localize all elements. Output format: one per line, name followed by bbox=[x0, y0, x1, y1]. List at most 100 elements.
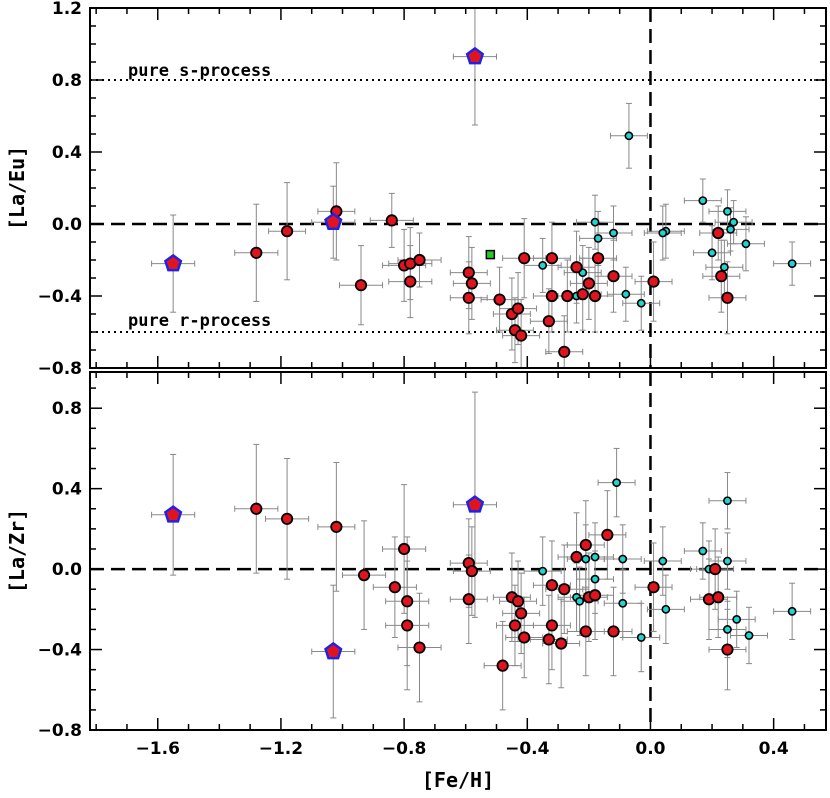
y-axis-label-top: [La/Eu] bbox=[5, 146, 29, 230]
data-point-red bbox=[515, 607, 528, 620]
data-point-cyan bbox=[729, 217, 739, 227]
data-point-red bbox=[496, 659, 509, 672]
data-point-red bbox=[582, 277, 595, 290]
data-point-red bbox=[280, 225, 294, 238]
data-point-cyan bbox=[732, 614, 742, 624]
data-point-red bbox=[570, 261, 583, 274]
data-point-red bbox=[413, 641, 426, 654]
data-point-cyan bbox=[618, 598, 628, 608]
data-point-red bbox=[518, 631, 531, 644]
panel-la-zr: −0.8 −0.4 0.0 0.4 0.8 −1.6 −1.2 −0.8 −0.4 0.0 0.4 bbox=[38, 371, 827, 759]
x-tick-label: −0.8 bbox=[382, 739, 426, 759]
y-tick-label: 0.0 bbox=[52, 215, 82, 235]
data-point-red bbox=[721, 643, 734, 656]
data-point-red bbox=[511, 595, 525, 608]
y-tick-label: −0.8 bbox=[38, 721, 82, 741]
y-axis-label-bottom: [La/Zr] bbox=[5, 509, 29, 593]
data-point-cyan bbox=[698, 196, 708, 205]
data-point-red bbox=[518, 252, 531, 265]
data-point-cyan bbox=[723, 556, 732, 566]
data-point-cyan bbox=[593, 233, 603, 243]
data-point-red bbox=[712, 591, 725, 604]
y-tick-label: 0.4 bbox=[52, 480, 82, 500]
panel-la-eu: −0.8 −0.4 0.0 0.4 0.8 1.2 bbox=[38, 0, 827, 379]
data-point-red bbox=[508, 619, 522, 632]
data-point-cyan bbox=[744, 631, 754, 640]
y-tick-label: 1.2 bbox=[52, 0, 82, 19]
data-point-cyan bbox=[787, 259, 797, 268]
data-point-cyan bbox=[538, 260, 548, 270]
data-point-red bbox=[709, 563, 722, 576]
data-point-cyan bbox=[719, 262, 729, 272]
data-point-red bbox=[357, 569, 371, 582]
data-point-red bbox=[607, 625, 620, 638]
data-point-red bbox=[545, 579, 559, 592]
plot-frame bbox=[89, 371, 827, 731]
data-point-cyan bbox=[575, 596, 585, 606]
data-point-cyan bbox=[636, 298, 646, 308]
data-point-cyan bbox=[741, 239, 751, 249]
data-point-red bbox=[493, 293, 506, 306]
data-point-red bbox=[601, 528, 614, 542]
data-point-red bbox=[647, 275, 660, 288]
plot-frame bbox=[89, 7, 827, 369]
data-point-cyan bbox=[590, 552, 600, 562]
data-point-red bbox=[570, 550, 583, 564]
data-point-red bbox=[462, 291, 475, 304]
data-point-red bbox=[462, 593, 475, 606]
data-point-red bbox=[354, 279, 368, 292]
x-tick-label: −1.6 bbox=[136, 739, 180, 759]
data-point-red bbox=[588, 289, 602, 303]
data-point-red bbox=[558, 583, 571, 596]
data-point-pentagon bbox=[324, 641, 343, 660]
data-point-red bbox=[250, 246, 263, 259]
data-point-cyan bbox=[723, 496, 732, 506]
data-point-red bbox=[280, 512, 294, 525]
y-tick-label: 0.8 bbox=[52, 399, 82, 419]
data-point-red bbox=[401, 595, 414, 608]
data-point-red bbox=[401, 619, 414, 632]
data-point-cyan bbox=[538, 566, 548, 576]
data-point-red bbox=[579, 625, 592, 638]
data-point-red bbox=[542, 315, 555, 328]
data-point-cyan bbox=[787, 606, 797, 616]
data-point-red bbox=[607, 270, 620, 283]
data-point-cyan bbox=[658, 228, 668, 238]
data-point-cyan bbox=[707, 248, 717, 258]
data-point-red bbox=[542, 633, 555, 646]
data-point-cyan bbox=[590, 217, 600, 227]
data-point-cyan bbox=[612, 478, 621, 488]
x-tick-label: −1.2 bbox=[259, 739, 303, 759]
data-point-red bbox=[561, 289, 574, 303]
data-point-cyan bbox=[723, 206, 732, 216]
data-point-red bbox=[388, 581, 401, 594]
data-point-red bbox=[545, 619, 559, 632]
data-point-red bbox=[555, 637, 568, 650]
data-point-cyan bbox=[621, 289, 631, 299]
data-point-cyan bbox=[661, 604, 671, 614]
annotation-pure-s-process: pure s-process bbox=[128, 61, 271, 81]
data-point-red bbox=[715, 270, 728, 283]
x-tick-label: 0.0 bbox=[635, 739, 665, 759]
data-point-red bbox=[579, 538, 592, 552]
y-tick-label: 0.4 bbox=[52, 143, 82, 163]
data-point-cyan bbox=[723, 625, 732, 634]
data-point-red bbox=[511, 302, 525, 315]
y-tick-label: −0.4 bbox=[38, 287, 83, 307]
annotation-pure-r-process: pure r-process bbox=[128, 311, 271, 331]
data-point-cyan bbox=[624, 131, 634, 141]
data-point-cyan bbox=[590, 574, 600, 584]
data-point-red bbox=[465, 565, 478, 578]
data-point-red bbox=[558, 345, 571, 358]
x-axis-label: [Fe/H] bbox=[422, 768, 494, 792]
data-point-cyan bbox=[698, 546, 708, 556]
data-point-cyan bbox=[636, 633, 646, 642]
data-point-cyan bbox=[726, 224, 735, 234]
data-point-red bbox=[465, 277, 478, 290]
data-point-red bbox=[545, 289, 559, 303]
data-point-cyan bbox=[609, 228, 618, 238]
y-tick-label: 0.8 bbox=[52, 71, 82, 91]
data-point-red bbox=[588, 589, 602, 602]
data-point-red bbox=[330, 520, 343, 533]
